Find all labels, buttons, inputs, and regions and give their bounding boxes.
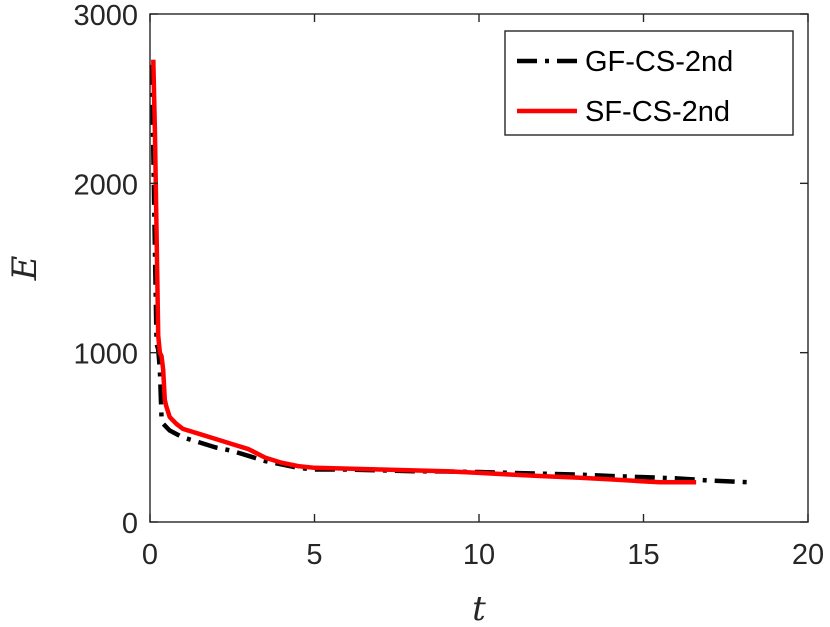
legend-entry-2: SF-CS-2nd — [585, 96, 730, 128]
series-line-1 — [149, 64, 749, 485]
x-tick-label: 20 — [792, 539, 824, 571]
legend-box — [504, 30, 794, 136]
x-tick-label: 5 — [306, 539, 322, 571]
x-tick-label: 0 — [142, 539, 158, 571]
x-tick-label: 10 — [463, 539, 495, 571]
y-tick-label: 3000 — [73, 0, 138, 32]
y-tick-label: 0 — [122, 508, 138, 540]
y-tick-label: 2000 — [73, 169, 138, 201]
legend: GF-CS-2nd SF-CS-2nd — [504, 30, 794, 136]
legend-entry-1: GF-CS-2nd — [585, 46, 733, 78]
x-axis-label: t — [472, 589, 486, 627]
x-tick-label: 15 — [627, 539, 659, 571]
series-line-2 — [151, 59, 697, 485]
y-axis-label: E — [5, 255, 45, 281]
y-tick-label: 1000 — [73, 339, 138, 371]
